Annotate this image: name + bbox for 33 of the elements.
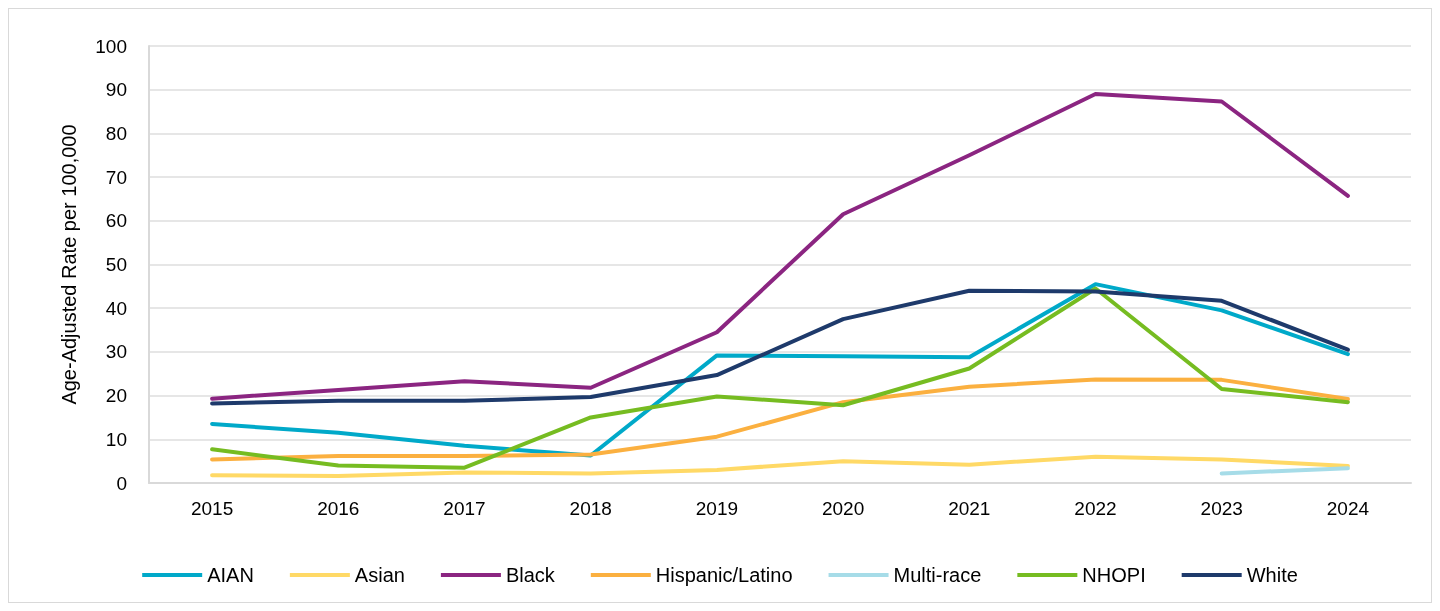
line-series bbox=[210, 92, 1350, 401]
line-series bbox=[210, 377, 1350, 462]
x-tick-label: 2017 bbox=[443, 498, 486, 519]
y-tick-label: 70 bbox=[105, 166, 127, 188]
y-tick-label: 80 bbox=[105, 122, 127, 144]
y-tick-label: 100 bbox=[95, 35, 127, 57]
x-tick-label: 2023 bbox=[1200, 498, 1243, 519]
legend-label: AIAN bbox=[207, 564, 254, 586]
y-tick-label: 30 bbox=[105, 341, 127, 363]
legend-label: NHOPI bbox=[1082, 564, 1146, 586]
y-tick-label: 0 bbox=[116, 472, 127, 494]
x-tick-label: 2020 bbox=[821, 498, 865, 519]
legend-label: Asian bbox=[354, 564, 405, 586]
x-tick-label: 2024 bbox=[1326, 498, 1370, 519]
y-tick-label: 90 bbox=[105, 79, 127, 101]
y-axis-title: Age-Adjusted Rate per 100,000 bbox=[58, 124, 80, 405]
x-tick-label: 2021 bbox=[948, 498, 991, 519]
y-tick-label: 60 bbox=[105, 210, 127, 232]
y-tick-label: 10 bbox=[105, 428, 127, 450]
x-tick-label: 2022 bbox=[1074, 498, 1117, 519]
legend-label: Multi-race bbox=[893, 564, 982, 586]
legend-label: Hispanic/Latino bbox=[655, 564, 793, 586]
legend-label: Black bbox=[505, 564, 556, 586]
y-tick-label: 50 bbox=[105, 254, 127, 275]
line-series bbox=[210, 288, 1350, 406]
x-tick-label: 2019 bbox=[695, 498, 739, 519]
y-tick-label: 40 bbox=[105, 297, 127, 319]
x-tick-label: 2015 bbox=[190, 498, 234, 519]
line-series bbox=[210, 454, 1350, 479]
x-tick-label: 2018 bbox=[569, 498, 612, 519]
y-tick-label: 20 bbox=[105, 385, 127, 407]
legend-label: White bbox=[1246, 564, 1298, 586]
x-tick-label: 2016 bbox=[317, 498, 360, 519]
